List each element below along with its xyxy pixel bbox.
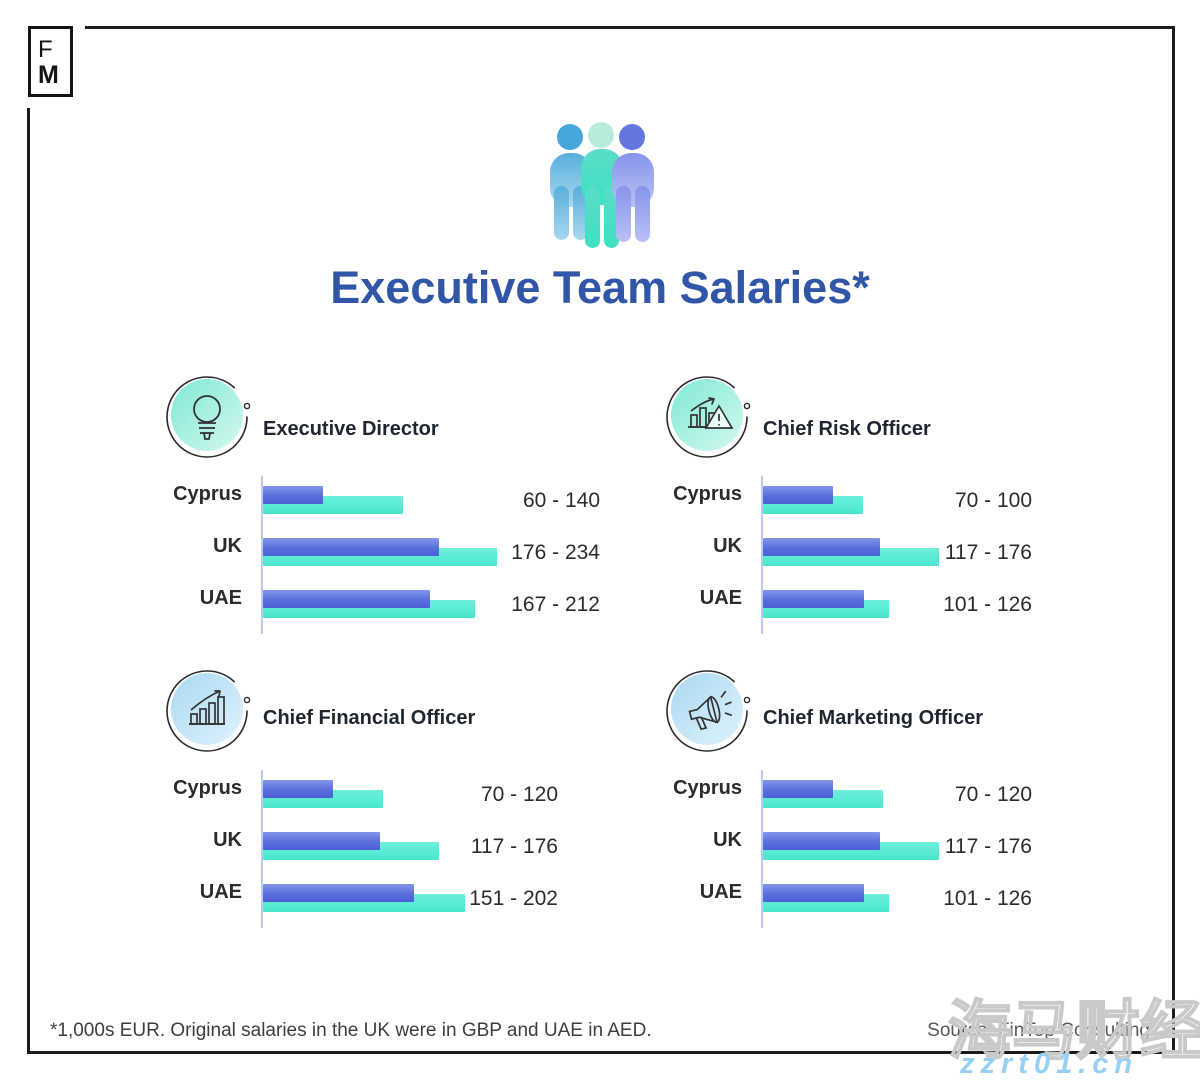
page-title: Executive Team Salaries* <box>330 262 870 313</box>
salary-range-label: 70 - 100 <box>954 489 1032 512</box>
watermark-cjk-text: 海马财经 <box>947 994 1200 1068</box>
country-label: Cyprus <box>673 777 742 799</box>
min-salary-bar <box>763 884 864 902</box>
lightbulb-icon <box>164 373 254 463</box>
country-label: UAE <box>199 587 242 609</box>
chart-axis <box>761 770 763 928</box>
min-salary-bar <box>763 832 880 850</box>
frame-border-bottom <box>27 1051 1175 1054</box>
growth-bar-chart-icon <box>164 667 254 757</box>
salary-range-label: 117 - 176 <box>470 835 558 858</box>
country-label: Cyprus <box>673 483 742 505</box>
chart-row-cyprus: Cyprus 70 - 120 <box>173 777 622 810</box>
salary-range-label: 101 - 126 <box>943 593 1032 616</box>
section-chief-financial-officer: Chief Financial Officer Cyprus 70 - 120 UK… <box>164 667 634 947</box>
country-label: UK <box>213 535 242 557</box>
salary-range-label: 176 - 234 <box>511 541 600 564</box>
min-salary-bar <box>763 780 833 798</box>
chart-axis <box>761 476 763 634</box>
chart-row-uk: UK 117 - 176 <box>713 829 1122 862</box>
chart-row-uk: UK 176 - 234 <box>213 535 622 568</box>
salary-range-label: 70 - 120 <box>954 783 1032 806</box>
chart-row-cyprus: Cyprus 60 - 140 <box>173 483 622 516</box>
section-title: Chief Financial Officer <box>263 707 476 729</box>
chart-row-uae: UAE 101 - 126 <box>700 881 1122 914</box>
country-label: Cyprus <box>173 777 242 799</box>
min-salary-bar <box>763 486 833 504</box>
risk-chart-warning-icon <box>664 373 754 463</box>
chart-axis <box>261 476 263 634</box>
section-title: Chief Marketing Officer <box>763 707 984 729</box>
salary-range-label: 117 - 176 <box>944 835 1032 858</box>
section-title: Executive Director <box>263 418 439 440</box>
min-salary-bar <box>763 538 880 556</box>
chart-row-uae: UAE 101 - 126 <box>700 587 1122 620</box>
min-salary-bar <box>263 486 323 504</box>
country-label: UAE <box>699 587 742 609</box>
country-label: UK <box>713 535 742 557</box>
chart-row-uae: UAE 167 - 212 <box>200 587 622 620</box>
frame-border-top <box>85 26 1175 29</box>
min-salary-bar <box>263 590 430 608</box>
chart-row-uk: UK 117 - 176 <box>713 535 1122 568</box>
country-label: UK <box>713 829 742 851</box>
chart-axis <box>261 770 263 928</box>
salary-range-label: 101 - 126 <box>943 887 1032 910</box>
min-salary-bar <box>263 538 439 556</box>
country-label: UAE <box>699 881 742 903</box>
logo-letter-m: M <box>38 61 59 89</box>
section-title: Chief Risk Officer <box>763 418 931 440</box>
salary-range-label: 167 - 212 <box>511 593 600 616</box>
min-salary-bar <box>263 832 380 850</box>
min-salary-bar <box>263 780 333 798</box>
logo-letter-f: F <box>38 36 53 63</box>
section-executive-director: Executive Director Cyprus 60 - 140 UK 176 -… <box>164 373 634 653</box>
chart-row-cyprus: Cyprus 70 - 120 <box>673 777 1122 810</box>
fm-logo: F M <box>28 26 73 97</box>
section-chief-risk-officer: Chief Risk Officer Cyprus 70 - 100 UK 117 -… <box>664 373 1134 653</box>
team-people-icon <box>545 122 657 248</box>
min-salary-bar <box>763 590 864 608</box>
source-text: Source: FinTop Consulting <box>927 1020 1150 1041</box>
salary-range-label: 151 - 202 <box>469 887 558 910</box>
section-chief-marketing-officer: Chief Marketing Officer Cyprus 70 - 120 UK… <box>664 667 1134 947</box>
megaphone-icon <box>664 667 754 757</box>
chart-row-uk: UK 117 - 176 <box>213 829 622 862</box>
country-label: UAE <box>199 881 242 903</box>
watermark-url-text: zzrt01.cn <box>960 1048 1139 1080</box>
salary-range-label: 60 - 140 <box>522 489 600 512</box>
chart-row-uae: UAE 151 - 202 <box>200 881 622 914</box>
salary-range-label: 117 - 176 <box>944 541 1032 564</box>
frame-border-left <box>27 108 30 1051</box>
chart-row-cyprus: Cyprus 70 - 100 <box>673 483 1122 516</box>
salary-range-label: 70 - 120 <box>480 783 558 806</box>
min-salary-bar <box>263 884 414 902</box>
frame-border-right <box>1172 26 1175 1054</box>
country-label: Cyprus <box>173 483 242 505</box>
country-label: UK <box>213 829 242 851</box>
footnote-text: *1,000s EUR. Original salaries in the UK… <box>50 1020 652 1041</box>
